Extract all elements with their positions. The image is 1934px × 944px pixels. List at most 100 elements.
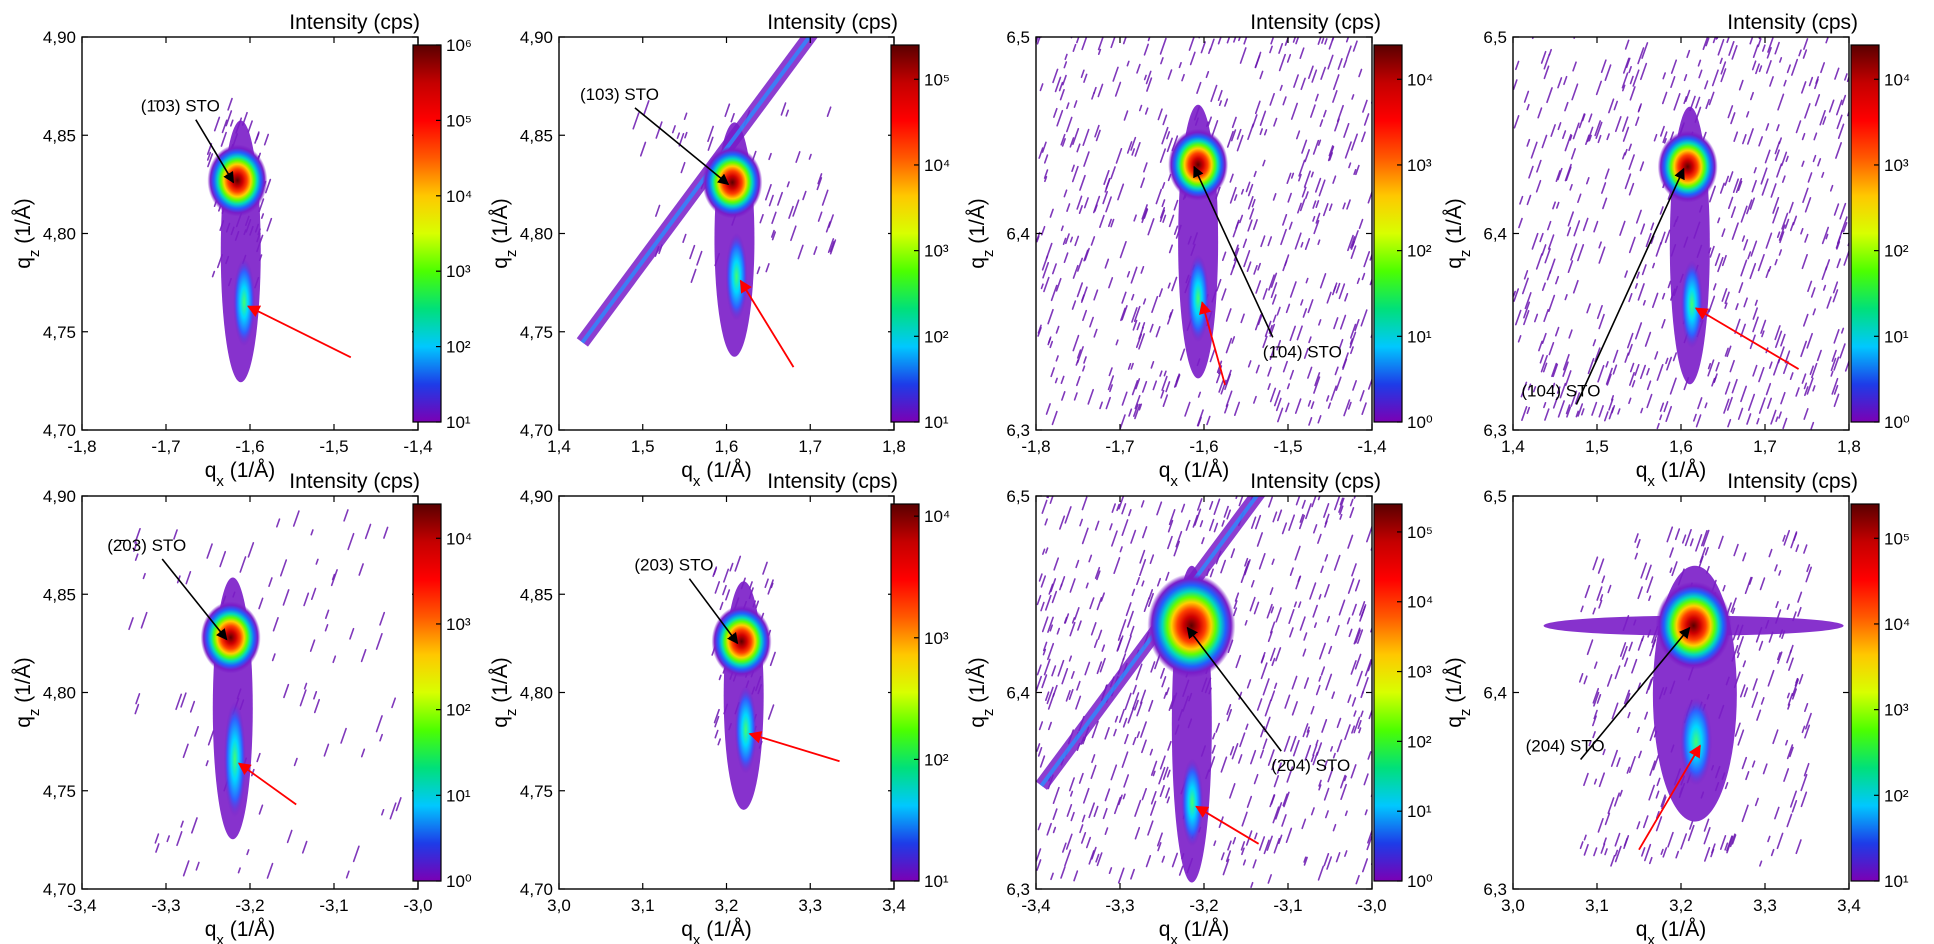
noise-streak bbox=[1339, 497, 1344, 506]
noise-streak bbox=[1072, 128, 1080, 146]
noise-streak bbox=[1566, 226, 1572, 237]
colorbar-title: Intensity (cps) bbox=[767, 470, 898, 493]
noise-streak bbox=[1251, 198, 1256, 208]
noise-streak bbox=[1188, 37, 1195, 51]
noise-streak bbox=[1087, 388, 1095, 405]
noise-streak bbox=[1804, 386, 1809, 397]
noise-streak bbox=[1110, 37, 1116, 49]
noise-streak bbox=[1821, 266, 1828, 281]
noise-streak bbox=[1075, 559, 1080, 569]
noise-streak bbox=[1105, 177, 1111, 190]
noise-streak bbox=[315, 558, 319, 565]
noise-streak bbox=[1051, 263, 1057, 275]
noise-streak bbox=[1726, 345, 1732, 358]
noise-streak bbox=[1178, 62, 1182, 69]
noise-streak bbox=[1042, 641, 1048, 652]
noise-streak bbox=[1102, 807, 1108, 820]
noise-streak bbox=[1150, 360, 1155, 369]
noise-streak bbox=[1089, 316, 1094, 328]
x-tick-label: -3,3 bbox=[1105, 896, 1134, 915]
colorbar-tick-label: 10⁵ bbox=[446, 111, 472, 130]
noise-streak bbox=[1837, 123, 1845, 139]
noise-streak bbox=[1167, 69, 1173, 80]
noise-streak bbox=[1210, 84, 1218, 103]
noise-streak bbox=[1216, 278, 1222, 292]
noise-streak bbox=[1131, 588, 1136, 597]
noise-streak bbox=[1680, 833, 1688, 850]
noise-streak bbox=[1266, 835, 1273, 851]
noise-streak bbox=[1513, 290, 1516, 297]
noise-streak bbox=[266, 862, 274, 879]
noise-streak bbox=[1269, 587, 1274, 596]
noise-streak bbox=[1743, 297, 1748, 308]
peak-label: (104) STO bbox=[1521, 382, 1600, 401]
noise-streak bbox=[1064, 506, 1072, 524]
noise-streak bbox=[1636, 726, 1640, 734]
noise-streak bbox=[1054, 76, 1062, 93]
noise-streak bbox=[1800, 791, 1808, 808]
peak-label: (103) STO bbox=[580, 85, 659, 104]
noise-streak bbox=[683, 112, 688, 121]
noise-streak bbox=[1102, 190, 1109, 205]
noise-streak bbox=[1233, 244, 1239, 256]
noise-streak bbox=[1109, 384, 1113, 393]
noise-streak bbox=[1532, 386, 1537, 393]
noise-streak bbox=[1043, 154, 1049, 164]
noise-streak bbox=[1364, 659, 1372, 677]
noise-streak bbox=[213, 116, 221, 132]
noise-streak bbox=[1562, 130, 1567, 140]
noise-streak bbox=[1301, 139, 1308, 154]
noise-streak bbox=[1597, 817, 1604, 833]
noise-streak bbox=[1343, 775, 1347, 782]
noise-streak bbox=[1586, 303, 1591, 314]
x-tick-label: -1,6 bbox=[235, 437, 264, 456]
noise-streak bbox=[1541, 244, 1547, 256]
noise-streak bbox=[1138, 104, 1143, 112]
noise-streak bbox=[1519, 195, 1524, 205]
noise-streak bbox=[1801, 253, 1808, 270]
noise-streak bbox=[1712, 37, 1717, 44]
noise-streak bbox=[1076, 346, 1084, 364]
noise-streak bbox=[786, 181, 790, 188]
noise-streak bbox=[1273, 117, 1278, 127]
noise-streak bbox=[1047, 642, 1055, 661]
noise-streak bbox=[1104, 258, 1110, 269]
film-peak bbox=[1680, 697, 1713, 786]
y-tick-label: 4,90 bbox=[520, 28, 553, 47]
noise-streak bbox=[1684, 528, 1692, 547]
noise-streak bbox=[1065, 833, 1073, 850]
noise-streak bbox=[1802, 187, 1809, 204]
noise-streak bbox=[1333, 282, 1338, 292]
noise-streak bbox=[1622, 84, 1626, 92]
noise-streak bbox=[1108, 367, 1113, 377]
noise-streak bbox=[1245, 723, 1249, 730]
noise-streak bbox=[1614, 845, 1622, 863]
noise-streak bbox=[1076, 282, 1084, 298]
colorbar bbox=[412, 503, 442, 882]
noise-streak bbox=[1076, 349, 1082, 359]
heatmap-area bbox=[128, 509, 402, 879]
noise-streak bbox=[1614, 849, 1619, 857]
noise-streak bbox=[1570, 243, 1578, 261]
noise-streak bbox=[219, 550, 227, 568]
noise-streak bbox=[1669, 377, 1677, 395]
noise-streak bbox=[1303, 856, 1308, 866]
noise-streak bbox=[1621, 645, 1628, 660]
colorbar-tick-label: 10¹ bbox=[1884, 327, 1909, 346]
noise-streak bbox=[1327, 54, 1334, 70]
noise-streak bbox=[1836, 114, 1843, 130]
noise-streak bbox=[707, 136, 714, 151]
noise-streak bbox=[1247, 195, 1254, 210]
film-arrow bbox=[1199, 301, 1226, 386]
noise-streak bbox=[1225, 308, 1232, 322]
noise-streak bbox=[1637, 105, 1642, 113]
noise-streak bbox=[1593, 220, 1599, 233]
noise-streak bbox=[1305, 503, 1312, 520]
noise-streak bbox=[1255, 364, 1260, 374]
noise-streak bbox=[1249, 596, 1256, 612]
noise-streak bbox=[1364, 809, 1368, 816]
noise-streak bbox=[1259, 749, 1264, 759]
noise-streak bbox=[1294, 545, 1301, 561]
noise-streak bbox=[1653, 133, 1658, 142]
